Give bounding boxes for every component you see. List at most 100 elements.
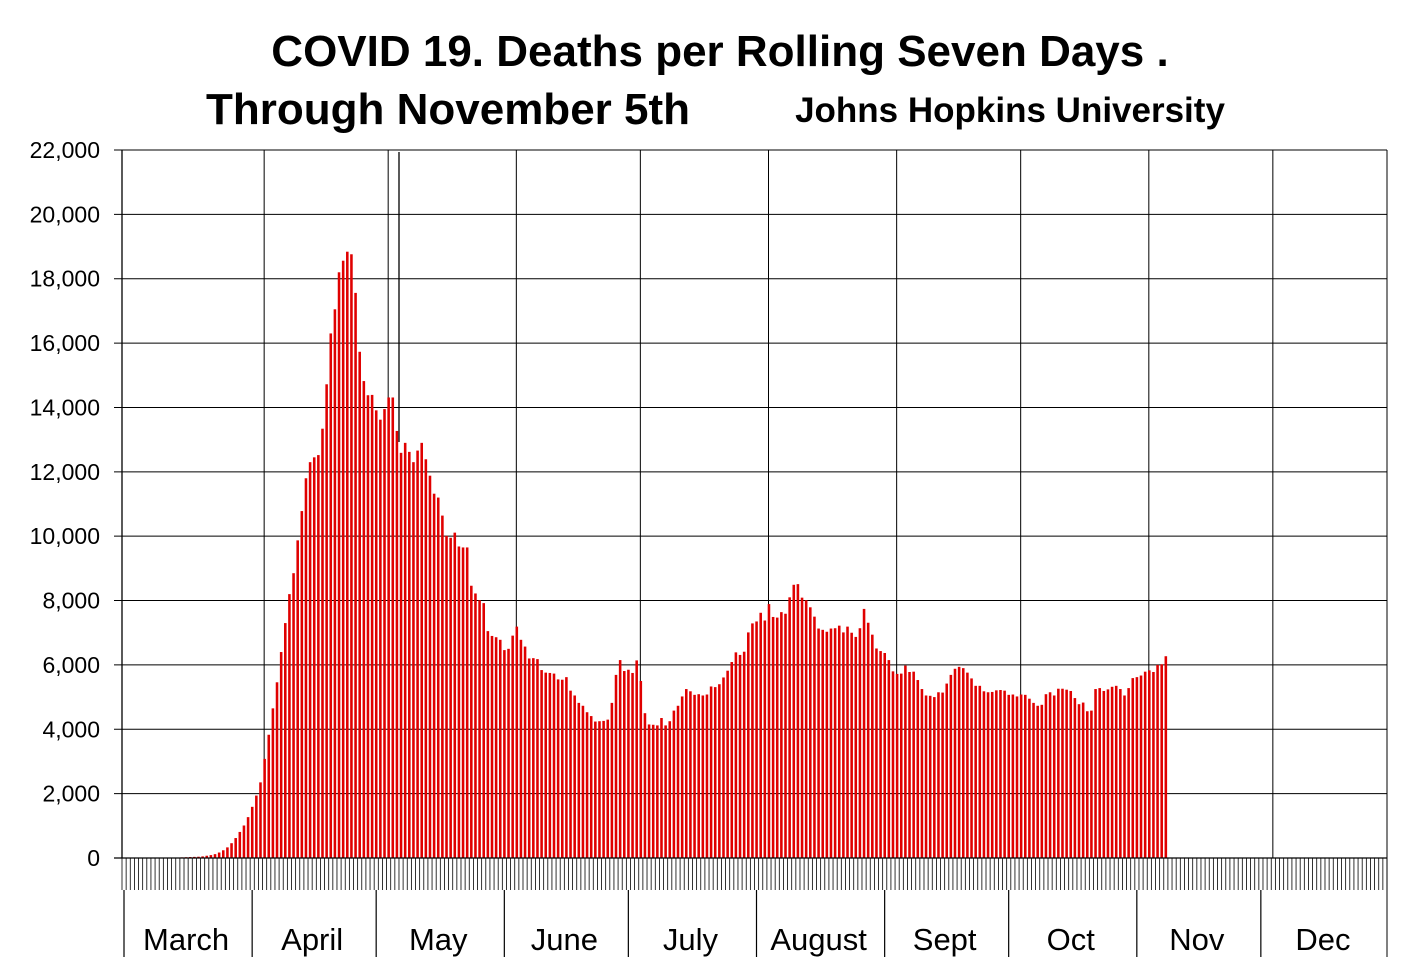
- bar: [267, 734, 271, 858]
- bar: [527, 658, 531, 858]
- bar: [755, 621, 758, 858]
- chart-subtitle: Through November 5th: [206, 85, 690, 134]
- bar: [569, 690, 572, 858]
- y-tick-label: 20,000: [30, 201, 100, 227]
- bar: [685, 689, 688, 858]
- bar: [457, 546, 461, 858]
- bar: [924, 695, 928, 858]
- bar: [1061, 688, 1064, 858]
- bar: [540, 670, 543, 858]
- bar: [1127, 688, 1130, 858]
- bar: [854, 636, 858, 858]
- bar: [370, 394, 374, 858]
- bar: [842, 632, 845, 858]
- bar: [598, 721, 601, 858]
- bar: [416, 450, 419, 858]
- bar: [428, 475, 432, 858]
- bar: [246, 817, 250, 858]
- bar: [1110, 686, 1114, 858]
- bar: [288, 594, 291, 858]
- bar: [672, 710, 676, 858]
- bar: [809, 607, 812, 858]
- bar: [312, 457, 316, 858]
- bar: [482, 603, 486, 858]
- bar: [453, 532, 457, 858]
- bar: [697, 694, 700, 858]
- bar: [1077, 704, 1081, 858]
- bar: [656, 725, 659, 858]
- bar: [346, 251, 349, 858]
- bar: [259, 782, 262, 858]
- bar: [730, 662, 734, 858]
- bar: [1123, 695, 1126, 858]
- bar: [560, 679, 564, 858]
- bar: [321, 428, 324, 858]
- y-tick-label: 22,000: [30, 137, 100, 163]
- bar: [424, 459, 428, 858]
- y-tick-label: 8,000: [42, 588, 100, 614]
- bar: [1048, 692, 1052, 858]
- bar: [1164, 656, 1168, 858]
- bar: [949, 674, 953, 858]
- bar: [813, 616, 816, 858]
- bar: [871, 634, 874, 858]
- bar: [242, 825, 246, 858]
- bar: [709, 686, 713, 858]
- bar: [817, 628, 820, 858]
- month-label: Oct: [1047, 922, 1096, 957]
- bar: [734, 652, 738, 858]
- bar: [614, 674, 618, 858]
- bar: [1044, 694, 1048, 858]
- bar: [1052, 695, 1056, 858]
- bar: [916, 680, 920, 858]
- y-tick-label: 6,000: [42, 652, 100, 678]
- bar: [523, 646, 527, 858]
- bar: [763, 620, 767, 858]
- bar: [577, 702, 581, 858]
- bar: [995, 690, 998, 858]
- bar: [573, 695, 576, 858]
- bar: [970, 678, 973, 858]
- bar: [1003, 690, 1006, 858]
- bar: [271, 708, 275, 858]
- bar: [552, 673, 556, 858]
- bar: [986, 692, 990, 858]
- bar: [875, 648, 878, 858]
- bar: [511, 635, 514, 858]
- bar: [366, 395, 370, 858]
- bar: [833, 628, 837, 858]
- bar: [1156, 664, 1159, 858]
- bar: [408, 451, 411, 858]
- bar: [441, 515, 444, 858]
- bar: [631, 672, 634, 858]
- bar: [713, 687, 717, 858]
- bar: [1098, 688, 1101, 858]
- bar: [1086, 711, 1089, 858]
- bar: [999, 690, 1002, 858]
- bar: [432, 493, 436, 858]
- bar: [912, 671, 915, 858]
- month-label: May: [409, 922, 468, 957]
- bar: [701, 695, 705, 858]
- bar: [928, 695, 932, 858]
- bar: [899, 673, 903, 858]
- bar: [226, 847, 229, 858]
- bar: [1040, 704, 1044, 858]
- bar: [1094, 689, 1097, 858]
- bar: [602, 720, 605, 858]
- bar: [556, 679, 560, 858]
- bar: [341, 260, 345, 858]
- bar: [1032, 702, 1035, 858]
- bar: [780, 612, 783, 858]
- bar: [532, 658, 535, 858]
- bar: [908, 671, 911, 858]
- bar: [1152, 671, 1155, 858]
- month-label: June: [531, 922, 598, 957]
- bar: [887, 660, 891, 858]
- bar: [767, 604, 771, 858]
- bar: [771, 616, 775, 858]
- bar: [292, 573, 295, 858]
- bar: [548, 672, 552, 858]
- bar: [618, 660, 622, 858]
- bar: [974, 685, 977, 858]
